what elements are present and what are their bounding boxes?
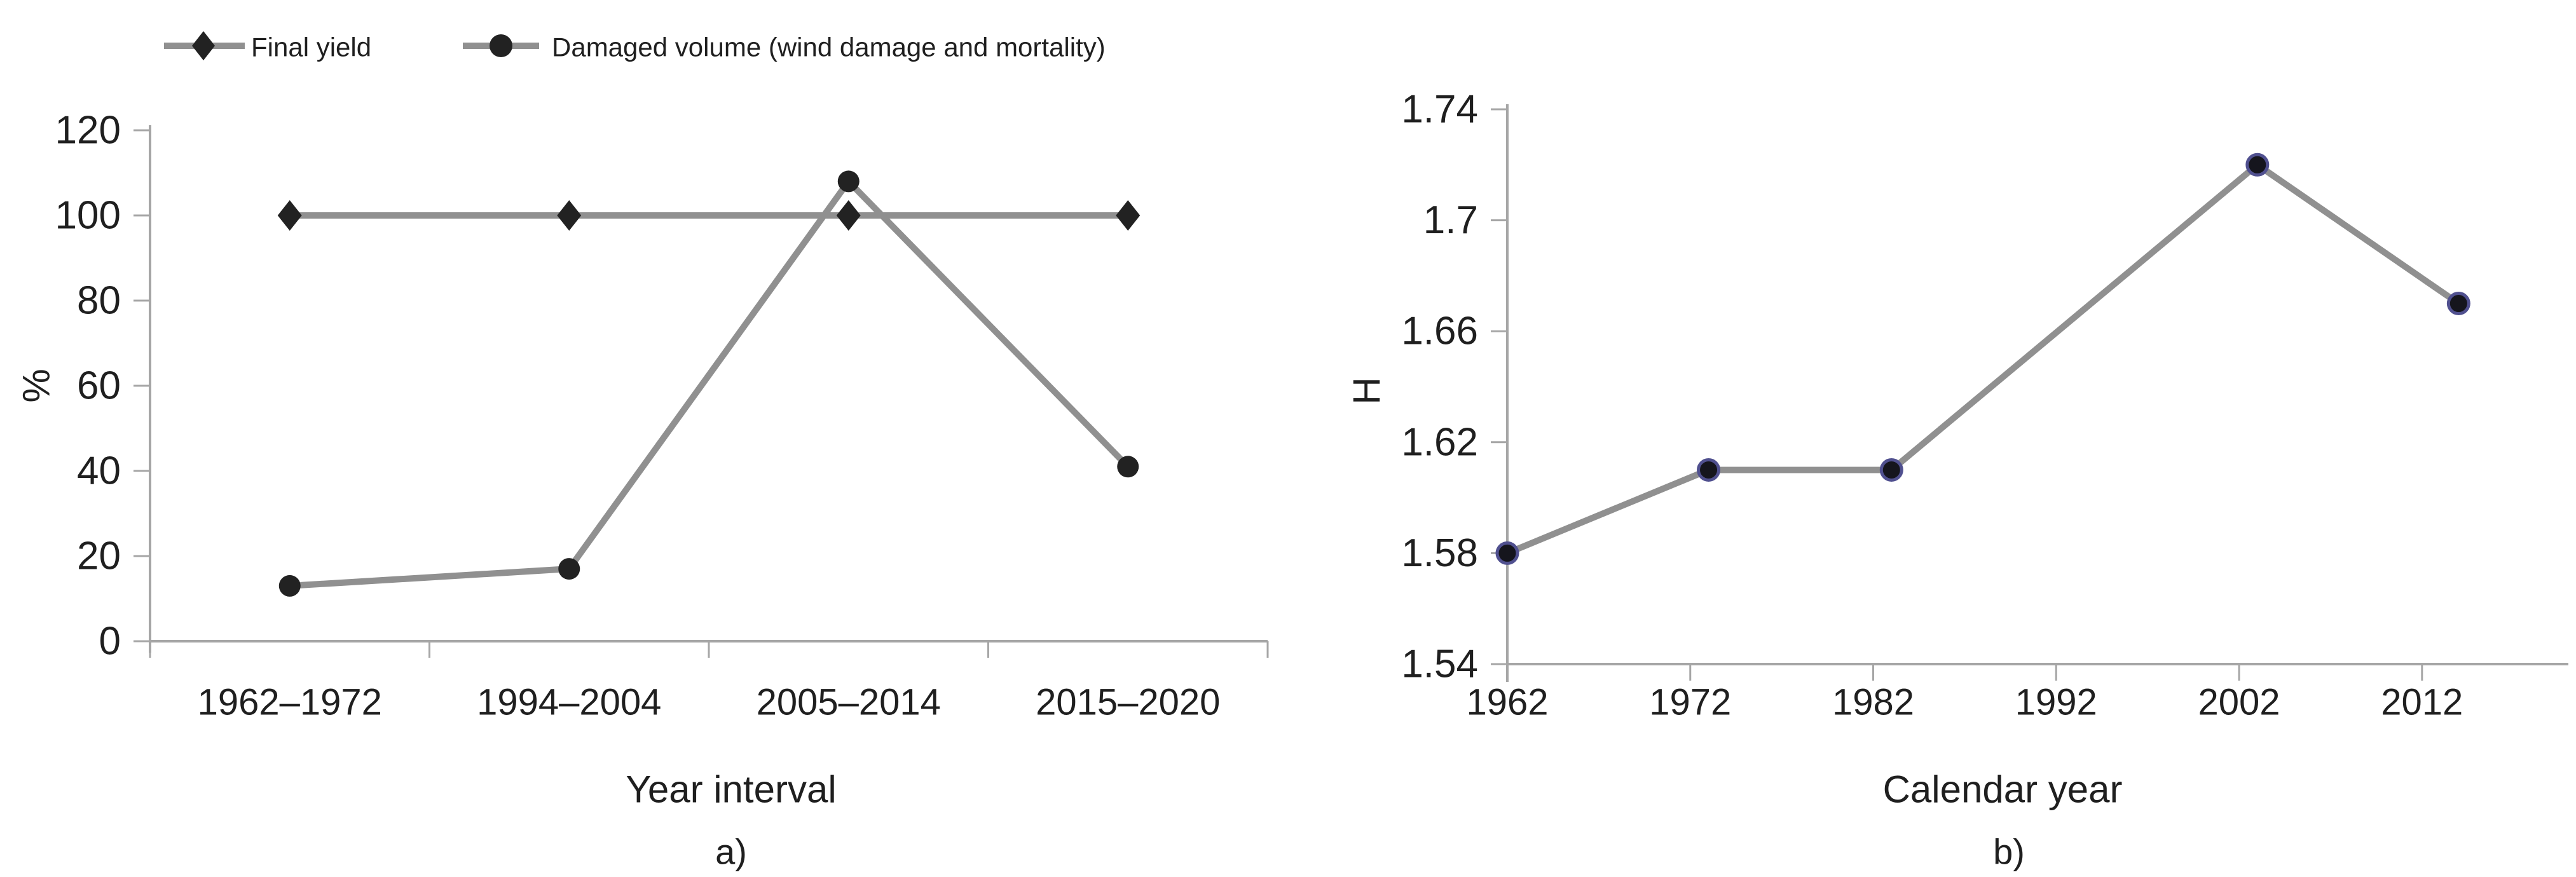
y-tick-label: 1.58 (1401, 531, 1478, 575)
chart-a: 0 20 40 60 80 100 120 1962–1972 1994–2004 2005–20… (15, 109, 1269, 872)
legend-label-damaged-volume: Damaged volume (wind damage and mortalit… (552, 32, 1106, 62)
y-tick-label: 80 (77, 279, 121, 323)
chart-a-y-axis-title: % (15, 369, 58, 402)
data-point-circle (1117, 456, 1139, 478)
chart-b-y-axis-title: H (1346, 377, 1388, 404)
y-tick-label: 1.54 (1401, 642, 1478, 686)
x-tick-label: 2015–2020 (1036, 682, 1220, 723)
legend-circle-icon (490, 34, 512, 57)
x-tick-label: 1962 (1466, 682, 1548, 723)
x-tick-label: 2012 (2381, 682, 2463, 723)
y-tick-label: 0 (99, 620, 121, 663)
legend: Final yield Damaged volume (wind damage … (164, 31, 1106, 62)
x-tick-label: 2005–2014 (757, 682, 941, 723)
data-point-diamond (557, 200, 582, 231)
chart-b-caption: b) (1993, 832, 2025, 872)
y-tick-label: 1.7 (1423, 198, 1478, 242)
series-line (289, 176, 1130, 589)
data-point-circle (1879, 458, 1903, 482)
x-tick-label: 1992 (2015, 682, 2097, 723)
chart-a-series (277, 170, 1141, 597)
x-tick-label: 1982 (1832, 682, 1914, 723)
y-tick-label: 100 (55, 194, 121, 238)
legend-diamond-icon (192, 31, 215, 60)
data-point-diamond (277, 200, 302, 231)
legend-label-final-yield: Final yield (251, 32, 371, 62)
y-tick-label: 40 (77, 449, 121, 493)
y-tick-label: 20 (77, 534, 121, 578)
chart-b-x-axis-title: Calendar year (1883, 768, 2123, 811)
series-line (1506, 161, 2461, 557)
x-tick-label: 2002 (2198, 682, 2280, 723)
y-tick-label: 120 (55, 109, 121, 153)
data-point-diamond (836, 200, 861, 231)
y-tick-label: 1.74 (1401, 88, 1478, 132)
data-point-circle (2446, 292, 2470, 316)
data-point-circle (1697, 458, 1721, 482)
data-point-circle (837, 170, 860, 193)
chart-a-caption: a) (715, 832, 747, 872)
chart-b-series (1495, 153, 2470, 565)
x-tick-label: 1994–2004 (477, 682, 661, 723)
y-tick-label: 1.62 (1401, 420, 1478, 464)
data-point-circle (1495, 541, 1519, 565)
data-point-circle (2245, 153, 2270, 177)
y-tick-label: 1.66 (1401, 309, 1478, 353)
chart-b-axes: 1.54 1.58 1.62 1.66 1.7 1.74 1962 1972 1982 1992 2… (1401, 88, 2568, 723)
x-tick-label: 1972 (1649, 682, 1731, 723)
data-point-circle (278, 574, 301, 597)
chart-a-x-axis-title: Year interval (626, 768, 836, 811)
chart-a-axes: 0 20 40 60 80 100 120 1962–1972 1994–2004 2005–20… (55, 109, 1269, 723)
data-point-circle (558, 558, 580, 580)
x-tick-label: 1962–1972 (198, 682, 382, 723)
chart-b: 1.54 1.58 1.62 1.66 1.7 1.74 1962 1972 1982 1992 2… (1346, 88, 2568, 872)
data-point-diamond (1116, 200, 1141, 231)
y-tick-label: 60 (77, 364, 121, 408)
